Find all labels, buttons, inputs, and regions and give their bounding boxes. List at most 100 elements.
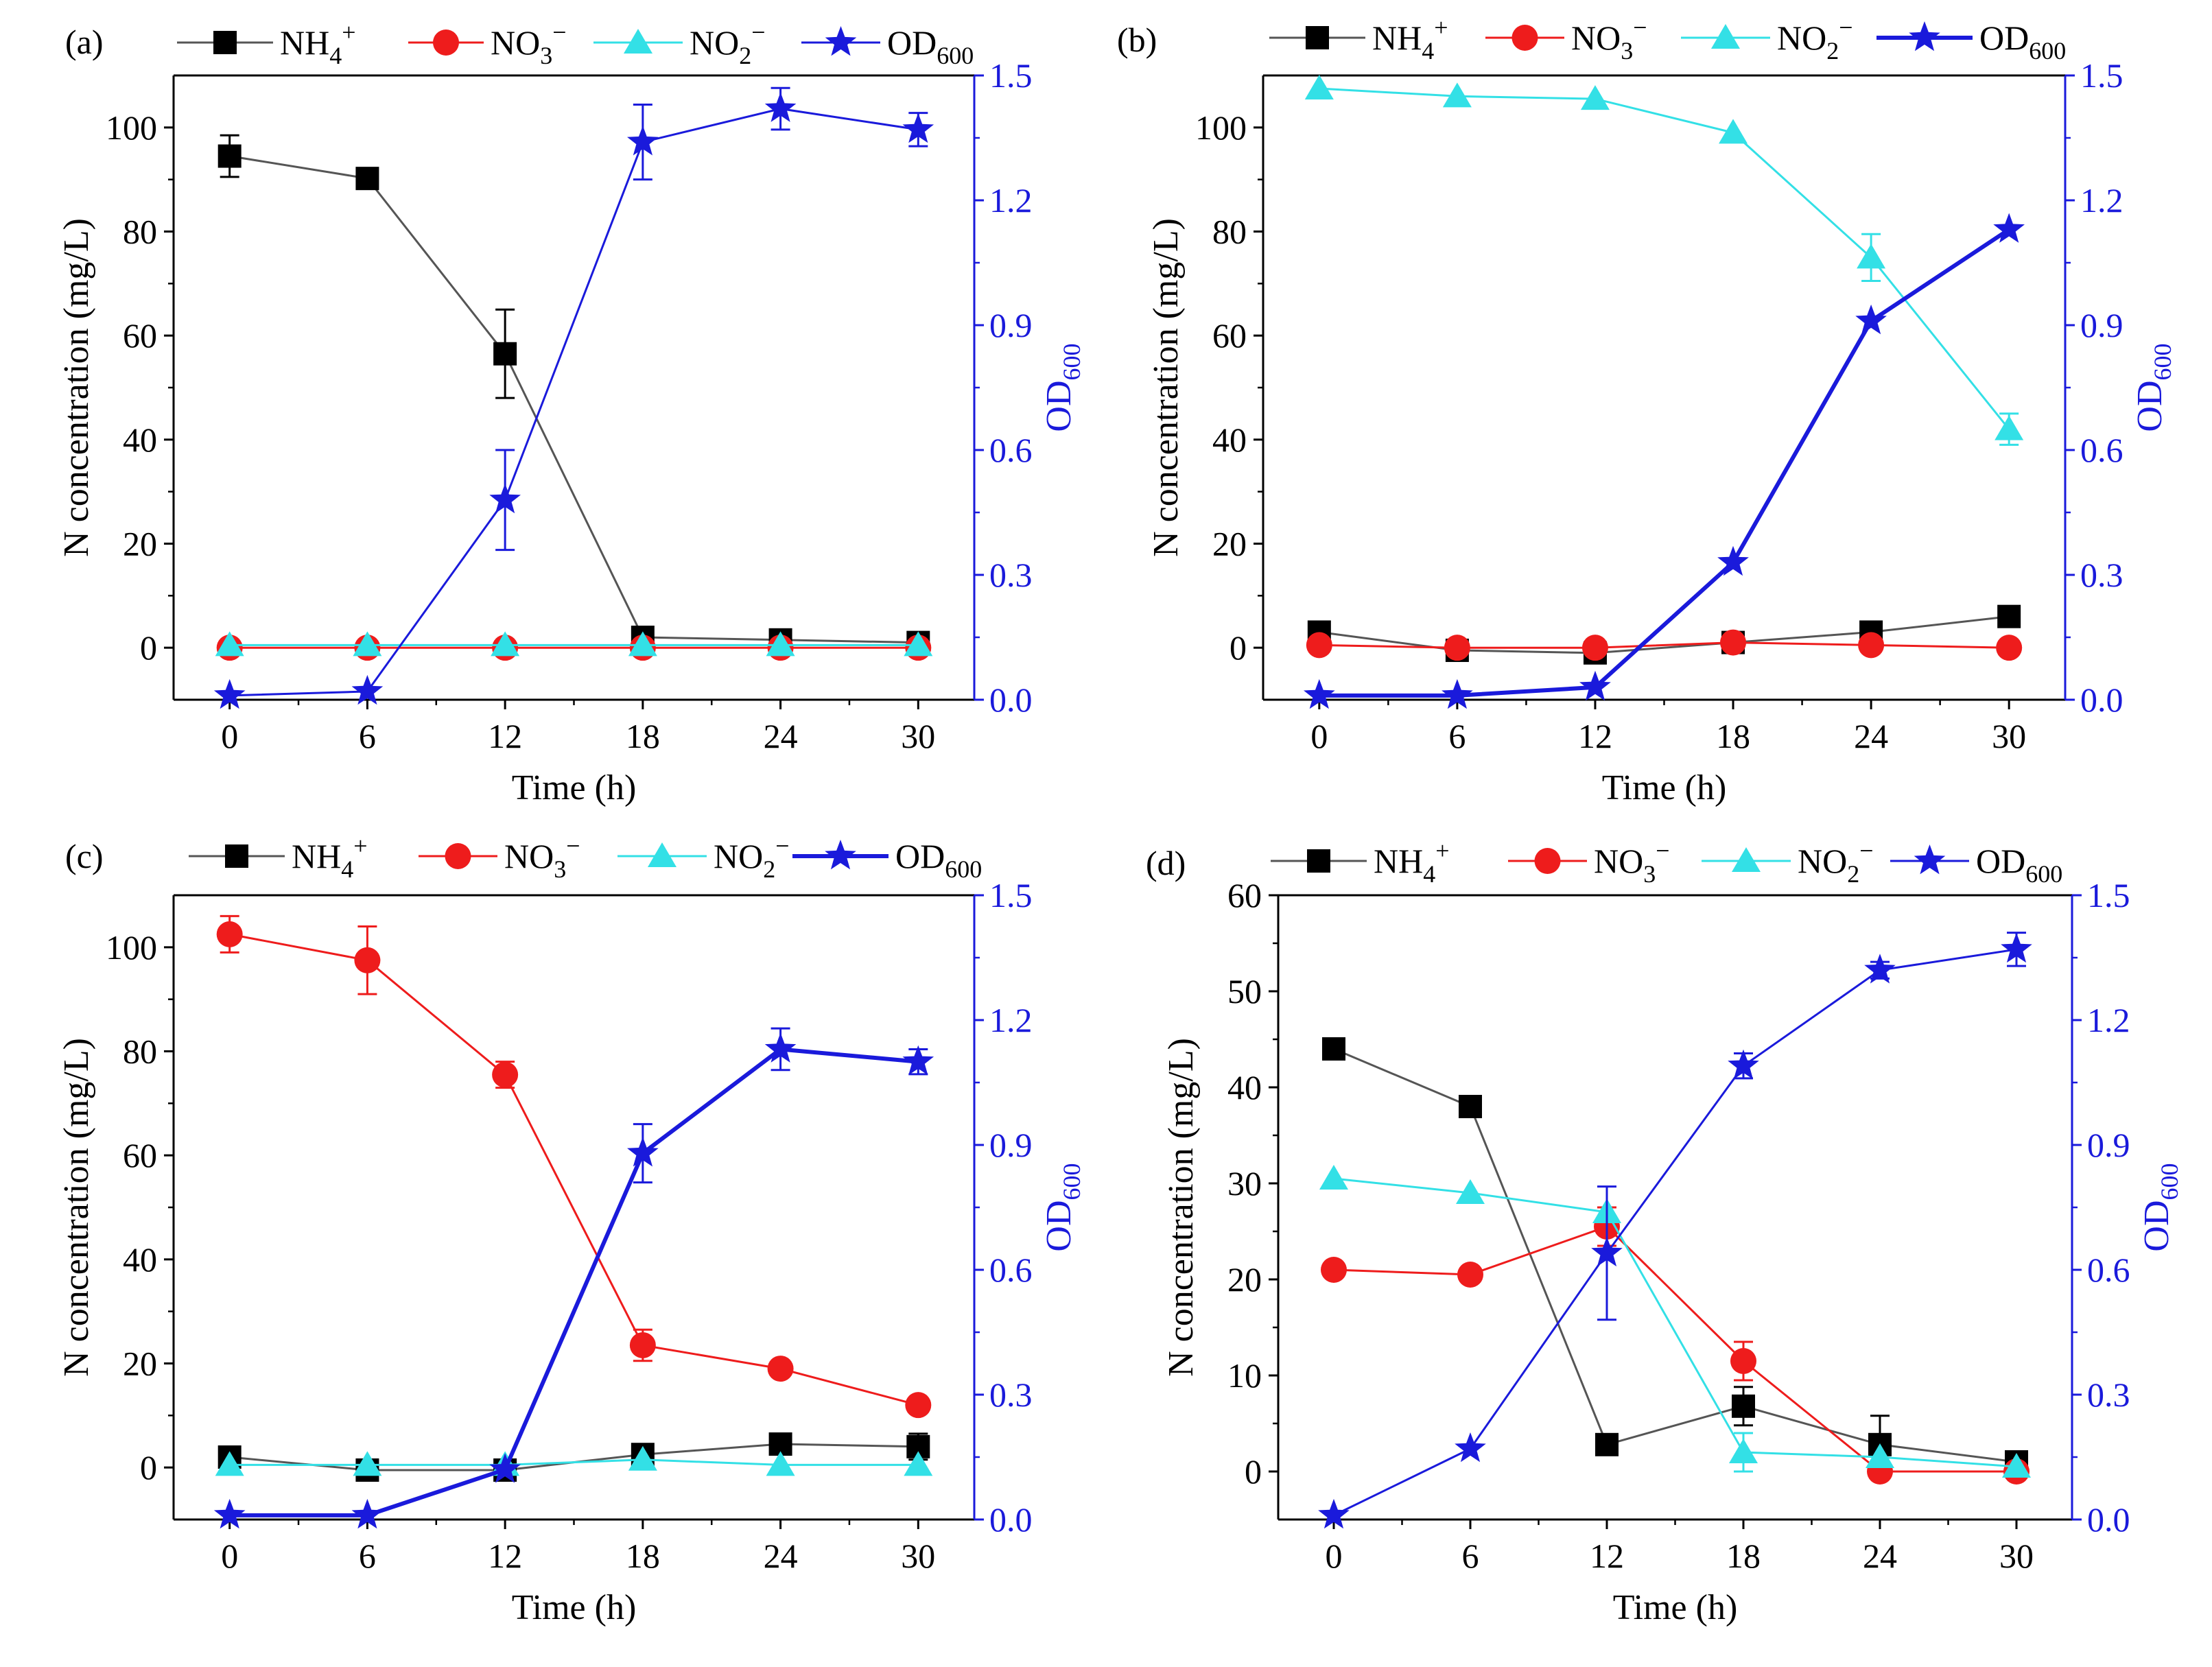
panel-b-ytick-right-label: 0.9 xyxy=(2080,306,2123,344)
panel-b-legend-no2-marker xyxy=(1711,24,1740,49)
panel-b-legend-nh4-sup: + xyxy=(1434,14,1448,41)
panel-b-no3-point xyxy=(1858,632,1885,659)
panel-c-ytick-left-label: 100 xyxy=(106,928,157,967)
panel-a-legend-nh4-label: NH4+ xyxy=(280,19,356,69)
panel-c-od-point xyxy=(489,1453,521,1483)
panel-b-label: (b) xyxy=(1117,21,1157,59)
panel-b-od-point xyxy=(1855,304,1887,335)
panel-a-xlabel: Time (h) xyxy=(512,768,637,807)
panel-c-legend-nh4-label: NH4+ xyxy=(292,832,368,883)
panel-d-ytick-left-label: 30 xyxy=(1227,1164,1262,1203)
panel-d-ylabel-right-base: OD xyxy=(2137,1200,2176,1251)
panel-b-legend-nh4-sub: 4 xyxy=(1422,37,1434,64)
panel-b-ytick-left-label: 60 xyxy=(1212,316,1247,355)
panel-c-legend-no2-label: NO2− xyxy=(714,832,790,883)
panel-b-xtick-label: 12 xyxy=(1578,717,1612,755)
panel-c-ylabel-right-sub: 600 xyxy=(1058,1163,1085,1200)
panel-b-series-nh4 xyxy=(1307,604,2021,665)
panel-a-legend-no3: NO3− xyxy=(408,19,567,69)
panel-c-ylabel-right-base: OD xyxy=(1039,1200,1079,1251)
panel-a-legend-od-marker xyxy=(825,26,857,56)
panel-b-ytick-left-label: 20 xyxy=(1212,525,1247,563)
panel-a-legend-no3-base: NO xyxy=(491,23,540,62)
panel-d: (d)0 6 12 18 24 3001020304050600.00.30.60.91.… xyxy=(1146,837,2183,1627)
panel-c-legend-od: OD600 xyxy=(792,837,982,883)
panel-c-no3-point xyxy=(216,921,243,947)
panel-d-no2-point xyxy=(2002,1453,2032,1478)
panel-a-no2-point xyxy=(766,631,795,657)
panel-c: (c)0 6 12 18 24 300204060801000.00.30.60.91.2… xyxy=(57,832,1085,1627)
panel-a-series-od xyxy=(213,86,934,709)
panel-a-series-no3 xyxy=(216,635,932,661)
panel-a-legend-od-sub: 600 xyxy=(937,42,974,69)
panel-c-nh4-line xyxy=(229,1443,919,1471)
panel-a-ytick-right-label: 1.5 xyxy=(989,56,1033,95)
panel-a-od-point xyxy=(902,113,934,143)
panel-d-legend-od-base: OD xyxy=(1976,842,2025,880)
panel-d-no2-point xyxy=(1319,1165,1348,1190)
panel-b-ylabel-right: OD600 xyxy=(2130,343,2176,431)
panel-c-legend-no3-sup: − xyxy=(566,832,580,860)
panel-a-ytick-right-label: 0.3 xyxy=(989,556,1033,594)
panel-d-legend-no3-sub: 3 xyxy=(1643,860,1656,888)
panel-c-no2-point xyxy=(628,1445,657,1471)
panel-b-od-point xyxy=(1993,213,2025,243)
panel-a-legend-no2-sub: 2 xyxy=(739,42,751,69)
panel-b-ytick-right-label: 1.2 xyxy=(2080,181,2123,220)
panel-c-xtick-label: 6 xyxy=(359,1537,376,1575)
panel-a-legend-no3-sub: 3 xyxy=(540,42,552,69)
panel-b-no3-point xyxy=(1306,632,1332,659)
panel-b-no2-point xyxy=(1442,82,1472,108)
panel-d-od-point xyxy=(1591,1236,1623,1267)
panel-a-ylabel-right: OD600 xyxy=(1039,343,1085,431)
panel-c-no3-point xyxy=(492,1061,519,1088)
panel-c-no3-point xyxy=(629,1332,656,1358)
panel-a: (a)0 6 12 18 24 300204060801000.00.30.60.91.2… xyxy=(57,19,1085,807)
panel-d-legend-nh4-sup: + xyxy=(1435,837,1449,864)
panel-c-legend-nh4: NH4+ xyxy=(189,832,368,883)
panel-a-legend-od-label: OD600 xyxy=(887,23,974,69)
panel-a-legend-no2-label: NO2− xyxy=(690,19,766,69)
panel-c-ytick-right-label: 0.6 xyxy=(989,1251,1033,1289)
panel-d-ytick-right-label: 0.6 xyxy=(2087,1251,2130,1289)
panel-c-series-od xyxy=(213,1027,934,1529)
panel-d-ytick-right-label: 0.0 xyxy=(2087,1500,2130,1539)
panel-d-legend-od-label: OD600 xyxy=(1976,842,2062,888)
panel-c-no3-point xyxy=(767,1356,794,1382)
panel-b-legend-od-marker xyxy=(1909,21,1940,51)
panel-a-no2-point xyxy=(353,631,382,657)
panel-d-ylabel-right: OD600 xyxy=(2137,1163,2183,1251)
panel-c-ytick-left-label: 80 xyxy=(123,1032,157,1071)
panel-d-xtick-label: 30 xyxy=(1999,1537,2034,1575)
panel-d-ytick-left-label: 50 xyxy=(1227,972,1262,1010)
panel-d-nh4-point xyxy=(1732,1394,1756,1418)
panel-d-legend-no3-label: NO3− xyxy=(1594,837,1670,888)
panel-d-ytick-left-label: 0 xyxy=(1245,1452,1262,1491)
panel-b-no3-line xyxy=(1319,641,2010,649)
panel-b-ytick-right-label: 0.3 xyxy=(2080,556,2123,594)
panel-a-ytick-left-label: 0 xyxy=(140,628,157,667)
panel-b-no2-point xyxy=(1304,74,1334,99)
panel-a-nh4-point xyxy=(217,144,242,168)
panel-b-ytick-left-label: 100 xyxy=(1195,108,1247,147)
panel-b-series-od xyxy=(1304,213,2025,709)
panel-b-legend-no2-sub: 2 xyxy=(1826,37,1839,64)
panel-d-legend-nh4: NH4+ xyxy=(1271,837,1450,888)
panel-a-label: (a) xyxy=(65,23,104,61)
panel-a-nh4-line xyxy=(229,155,919,644)
panel-d-nh4-point xyxy=(1458,1095,1482,1118)
panel-a-od-point xyxy=(764,92,797,122)
panel-d-legend-no2-marker xyxy=(1732,847,1761,872)
panel-c-no2-line xyxy=(229,1458,919,1466)
panel-a-legend-od: OD600 xyxy=(801,23,974,69)
panel-a-ytick-left-label: 100 xyxy=(106,108,157,147)
panel-a-xtick-label: 12 xyxy=(488,717,522,755)
panel-c-legend-no2-marker xyxy=(648,842,676,867)
panel-b-legend-no3-sup: − xyxy=(1633,14,1647,41)
panel-a-od-line xyxy=(229,107,919,697)
panel-a-ylabel-right-sub: 600 xyxy=(1058,343,1085,380)
panel-c-legend-no2-sup: − xyxy=(775,832,789,860)
panel-c-legend-no3-base: NO xyxy=(504,837,554,875)
panel-c-no3-point xyxy=(905,1392,932,1419)
